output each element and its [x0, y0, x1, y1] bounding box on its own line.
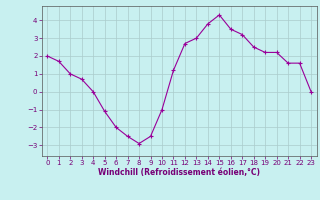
X-axis label: Windchill (Refroidissement éolien,°C): Windchill (Refroidissement éolien,°C): [98, 168, 260, 177]
